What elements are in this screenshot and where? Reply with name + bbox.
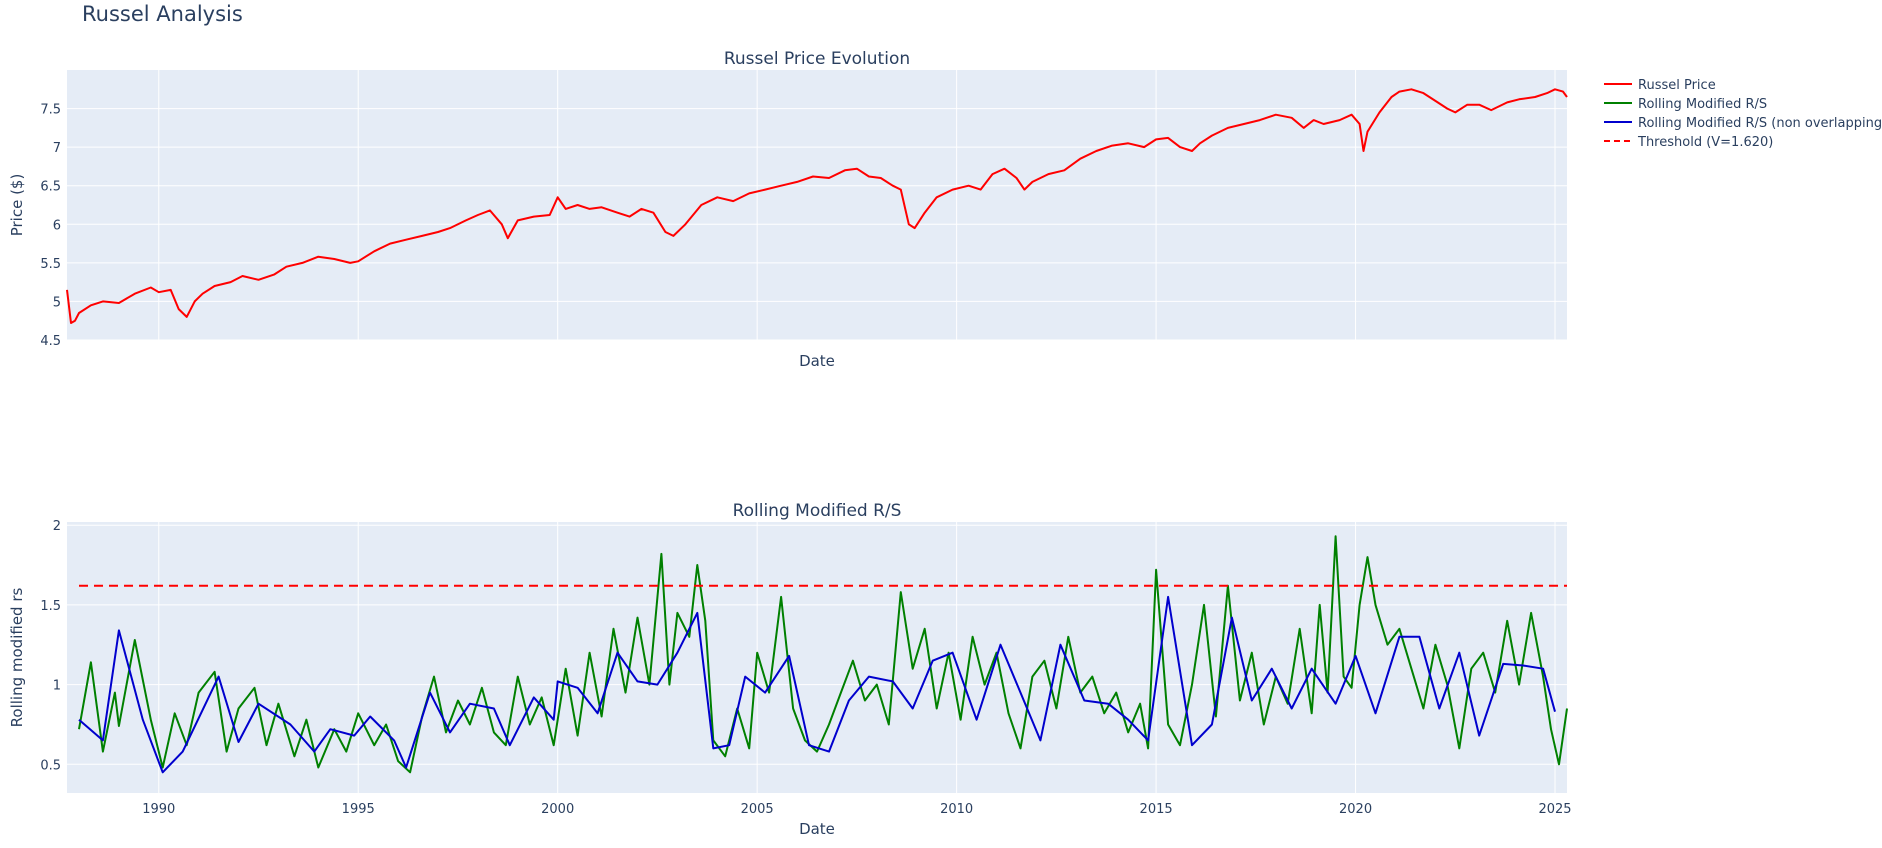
legend-item[interactable]: Threshold (V=1.620)	[1604, 135, 1773, 150]
x-tick-label: 2025	[1538, 802, 1571, 817]
price-y-ticks: 4.5 5 5.5 6 6.5 7 7.5	[40, 103, 61, 349]
y-tick-label: 5	[53, 295, 61, 310]
legend-item[interactable]: Russel Price	[1604, 78, 1716, 93]
price-x-axis-label: Date	[799, 352, 835, 370]
y-tick-label: 1	[53, 679, 61, 694]
rs-plot-title: Rolling Modified R/S	[733, 501, 902, 521]
rs-y-axis-label: Rolling modified rs	[8, 587, 26, 727]
x-tick-label: 2000	[541, 802, 574, 817]
price-plot-title: Russel Price Evolution	[724, 49, 910, 69]
rolling-rs-line	[78, 535, 1568, 774]
price-plot-background	[67, 70, 1567, 340]
y-tick-label: 1.5	[40, 599, 61, 614]
legend-label: Rolling Modified R/S (non overlapping)	[1638, 116, 1882, 131]
y-tick-label: 5.5	[40, 257, 61, 272]
rs-plot: 0.5 1 1.5 2 1990 1995 2000 2005 2010 2015 2020 202…	[8, 501, 1572, 838]
price-y-axis-label: Price ($)	[8, 174, 26, 237]
y-tick-label: 6	[53, 218, 61, 233]
x-tick-label: 2015	[1140, 802, 1173, 817]
legend-label: Rolling Modified R/S	[1638, 97, 1767, 112]
rs-x-ticks: 1990 1995 2000 2005 2010 2015 2020 2025	[142, 802, 1571, 817]
price-plot: 4.5 5 5.5 6 6.5 7 7.5 Russel Price Evolution D…	[8, 49, 1568, 370]
y-tick-label: 0.5	[40, 758, 61, 773]
legend-item[interactable]: Rolling Modified R/S	[1604, 97, 1767, 112]
non-overlapping-rs-line	[78, 595, 1556, 774]
y-tick-label: 7	[53, 141, 61, 156]
rs-y-ticks: 0.5 1 1.5 2	[40, 519, 61, 773]
price-plot-grid	[67, 70, 1567, 341]
x-tick-label: 1995	[342, 802, 375, 817]
price-line	[66, 88, 1568, 324]
legend-label: Threshold (V=1.620)	[1637, 135, 1773, 150]
y-tick-label: 6.5	[40, 180, 61, 195]
legend-item[interactable]: Rolling Modified R/S (non overlapping)	[1604, 116, 1882, 131]
rs-x-axis-label: Date	[799, 820, 835, 838]
y-tick-label: 4.5	[40, 334, 61, 349]
x-tick-label: 2020	[1339, 802, 1372, 817]
figure-title: Russel Analysis	[82, 2, 243, 26]
rs-plot-series	[78, 535, 1568, 774]
x-tick-label: 1990	[142, 802, 175, 817]
legend-label: Russel Price	[1638, 78, 1716, 93]
x-tick-label: 2010	[940, 802, 973, 817]
x-tick-label: 2005	[741, 802, 774, 817]
y-tick-label: 7.5	[40, 103, 61, 118]
legend: Russel Price Rolling Modified R/S Rolling …	[1604, 78, 1882, 150]
price-plot-series	[66, 88, 1568, 324]
y-tick-label: 2	[53, 519, 61, 534]
